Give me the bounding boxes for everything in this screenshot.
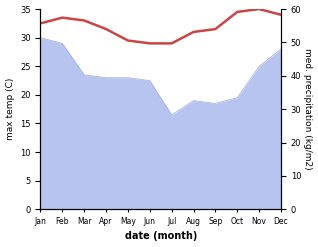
- Y-axis label: med. precipitation (kg/m2): med. precipitation (kg/m2): [303, 48, 313, 170]
- X-axis label: date (month): date (month): [125, 231, 197, 242]
- Y-axis label: max temp (C): max temp (C): [5, 78, 15, 140]
